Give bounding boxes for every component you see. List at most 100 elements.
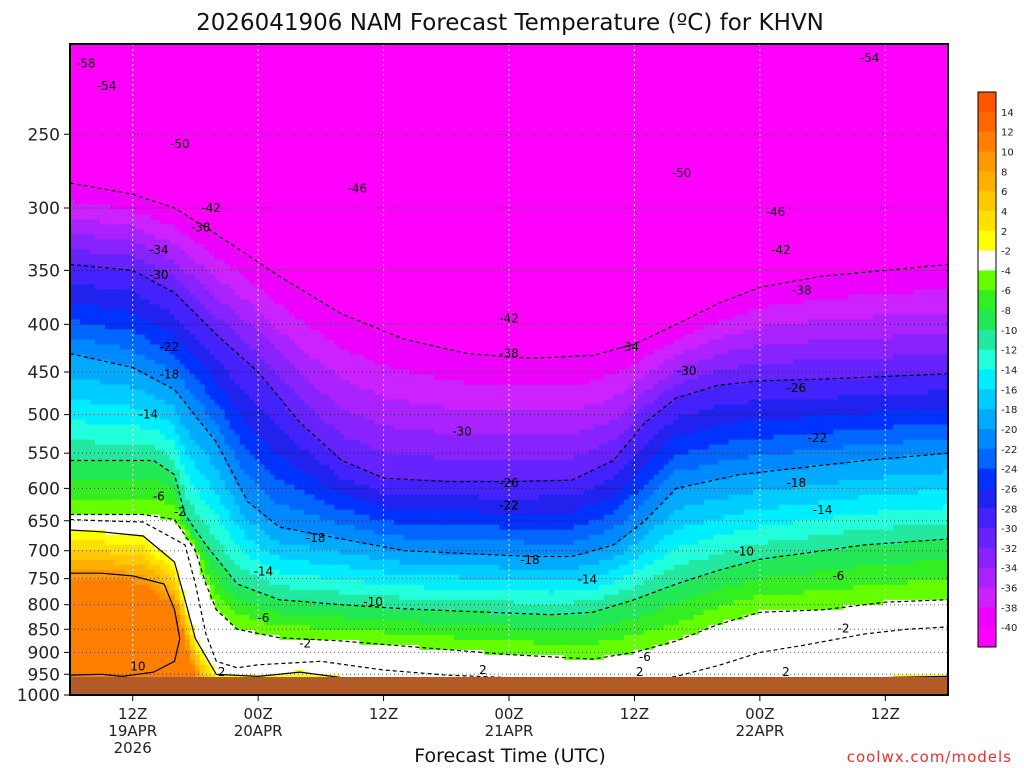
field-cell bbox=[214, 464, 221, 471]
field-cell bbox=[204, 214, 211, 220]
field-cell bbox=[259, 284, 266, 290]
field-cell bbox=[94, 549, 101, 556]
field-cell bbox=[89, 604, 96, 611]
field-cell bbox=[184, 79, 191, 85]
field-cell bbox=[189, 219, 196, 225]
field-cell bbox=[234, 434, 241, 441]
field-cell bbox=[174, 124, 181, 130]
field-cell bbox=[184, 309, 191, 316]
field-cell bbox=[179, 324, 186, 331]
field-cell bbox=[244, 369, 251, 376]
field-cell bbox=[189, 544, 196, 551]
field-cell bbox=[244, 539, 251, 546]
field-cell bbox=[89, 529, 96, 536]
field-cell bbox=[249, 264, 256, 270]
field-cell bbox=[204, 129, 211, 135]
field-cell bbox=[199, 364, 206, 371]
field-cell bbox=[129, 509, 136, 516]
field-cell bbox=[149, 139, 156, 145]
field-cell bbox=[214, 529, 221, 536]
field-cell bbox=[134, 259, 141, 265]
field-cell bbox=[239, 204, 246, 210]
field-cell bbox=[70, 354, 76, 361]
field-cell bbox=[224, 439, 231, 446]
field-cell bbox=[244, 659, 251, 666]
field-cell bbox=[89, 149, 96, 155]
field-cell bbox=[199, 559, 206, 566]
field-cell bbox=[124, 234, 131, 240]
field-cell bbox=[159, 54, 166, 60]
field-cell bbox=[179, 99, 186, 105]
field-cell bbox=[194, 349, 201, 356]
field-cell bbox=[169, 379, 176, 386]
field-cell bbox=[224, 519, 231, 526]
field-cell bbox=[174, 309, 181, 316]
field-cell bbox=[229, 609, 236, 616]
field-cell bbox=[234, 559, 241, 566]
field-cell bbox=[204, 104, 211, 110]
field-cell bbox=[129, 254, 136, 260]
field-cell bbox=[134, 649, 141, 656]
field-cell bbox=[184, 594, 191, 601]
field-cell bbox=[249, 319, 256, 326]
field-cell bbox=[104, 329, 111, 336]
field-cell bbox=[164, 454, 171, 461]
field-cell bbox=[234, 634, 241, 641]
field-cell bbox=[134, 54, 141, 60]
field-cell bbox=[219, 194, 226, 200]
field-cell bbox=[234, 79, 241, 85]
field-cell bbox=[229, 229, 236, 235]
field-cell bbox=[234, 619, 241, 626]
field-cell bbox=[239, 54, 246, 60]
field-cell bbox=[194, 49, 201, 55]
field-cell bbox=[79, 269, 86, 275]
field-cell bbox=[199, 159, 206, 165]
field-cell bbox=[164, 154, 171, 160]
field-cell bbox=[104, 109, 111, 115]
field-cell bbox=[89, 554, 96, 561]
field-cell bbox=[174, 599, 181, 606]
field-cell bbox=[214, 664, 221, 671]
field-cell bbox=[254, 654, 261, 661]
field-cell bbox=[184, 389, 191, 396]
field-cell bbox=[259, 169, 266, 175]
field-cell bbox=[124, 189, 131, 195]
field-cell bbox=[70, 664, 76, 671]
field-cell bbox=[99, 604, 106, 611]
field-cell bbox=[219, 224, 226, 230]
field-cell bbox=[229, 499, 236, 506]
field-cell bbox=[124, 339, 131, 346]
field-cell bbox=[249, 544, 256, 551]
field-cell bbox=[114, 649, 121, 656]
field-cell bbox=[119, 184, 126, 190]
field-cell bbox=[189, 84, 196, 90]
field-cell bbox=[119, 134, 126, 140]
field-cell bbox=[154, 669, 161, 676]
field-cell bbox=[124, 229, 131, 235]
field-cell bbox=[234, 374, 241, 381]
field-cell bbox=[154, 524, 161, 531]
field-cell bbox=[179, 559, 186, 566]
field-cell bbox=[109, 184, 116, 190]
field-cell bbox=[249, 184, 256, 190]
field-cell bbox=[74, 574, 81, 581]
field-cell bbox=[199, 194, 206, 200]
field-cell bbox=[254, 164, 261, 170]
field-cell bbox=[199, 99, 206, 105]
field-cell bbox=[94, 509, 101, 516]
field-cell bbox=[194, 444, 201, 451]
field-cell bbox=[159, 349, 166, 356]
field-cell bbox=[239, 394, 246, 401]
field-cell bbox=[219, 134, 226, 140]
field-cell bbox=[214, 89, 221, 95]
field-cell bbox=[114, 99, 121, 105]
field-cell bbox=[164, 609, 171, 616]
field-cell bbox=[199, 84, 206, 90]
field-cell bbox=[184, 234, 191, 240]
field-cell bbox=[214, 224, 221, 230]
field-cell bbox=[70, 669, 76, 676]
field-cell bbox=[209, 354, 216, 361]
field-cell bbox=[204, 199, 211, 205]
field-cell bbox=[74, 639, 81, 646]
field-cell bbox=[259, 254, 266, 260]
